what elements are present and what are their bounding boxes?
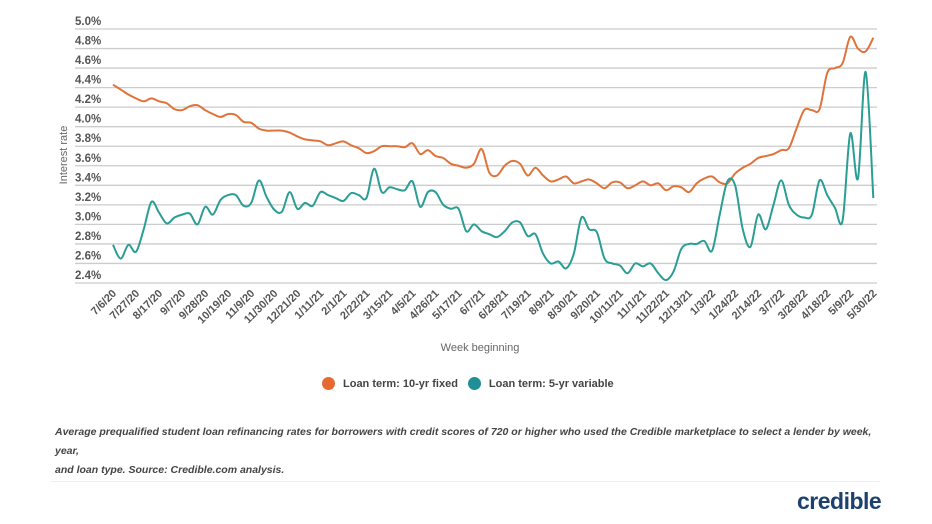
y-tick-label: 3.6%: [75, 153, 101, 165]
legend-item-10yr-fixed[interactable]: Loan term: 10-yr fixed: [322, 377, 458, 390]
legend-label-10yr-fixed: Loan term: 10-yr fixed: [343, 377, 458, 390]
chart-caption: Average prequalified student loan refina…: [55, 423, 895, 480]
y-tick-label: 3.2%: [75, 192, 101, 204]
y-tick-label: 2.6%: [75, 250, 101, 262]
y-tick-label: 4.8%: [75, 36, 101, 48]
legend: Loan term: 10-yr fixed Loan term: 5-yr v…: [322, 377, 624, 390]
legend-label-5yr-variable: Loan term: 5-yr variable: [488, 377, 614, 390]
y-tick-label: 2.8%: [75, 231, 101, 243]
y-tick-label: 3.0%: [75, 211, 101, 223]
y-axis-title: Interest rate: [58, 126, 70, 185]
gridlines: [75, 28, 877, 284]
x-axis-title: Week beginning: [441, 342, 520, 354]
y-tick-label: 4.0%: [75, 114, 101, 126]
caption-line-1: Average prequalified student loan refina…: [55, 426, 872, 457]
y-tick-label: 3.4%: [75, 172, 101, 184]
line-chart: 2.4% 2.6% 2.8% 3.0% 3.2% 3.4% 3.6% 3.8% 4.0% 4.2%…: [58, 16, 879, 354]
caption-line-2: and loan type. Source: Credible.com anal…: [55, 464, 285, 476]
y-tick-label: 3.8%: [75, 133, 101, 145]
x-axis-ticks: 7/6/207/27/208/17/209/7/209/28/2010/19/2…: [89, 288, 879, 327]
y-tick-label: 4.2%: [75, 94, 101, 106]
divider: [50, 481, 880, 482]
y-tick-label: 4.6%: [75, 55, 101, 67]
legend-swatch-10yr-fixed: [322, 377, 335, 390]
series-line-10yr-fixed: [112, 35, 875, 194]
y-tick-label: 4.4%: [75, 75, 101, 87]
y-tick-label: 5.0%: [75, 16, 101, 28]
series-line-5yr-variable: [112, 70, 875, 282]
legend-item-5yr-variable[interactable]: Loan term: 5-yr variable: [467, 377, 614, 390]
credible-logo: credible: [797, 488, 882, 514]
legend-swatch-5yr-variable: [467, 377, 481, 390]
series-lines: [112, 35, 875, 282]
y-tick-label: 2.4%: [75, 270, 101, 282]
y-axis-ticks: 2.4% 2.6% 2.8% 3.0% 3.2% 3.4% 3.6% 3.8% 4.0% 4.2%…: [75, 16, 101, 282]
